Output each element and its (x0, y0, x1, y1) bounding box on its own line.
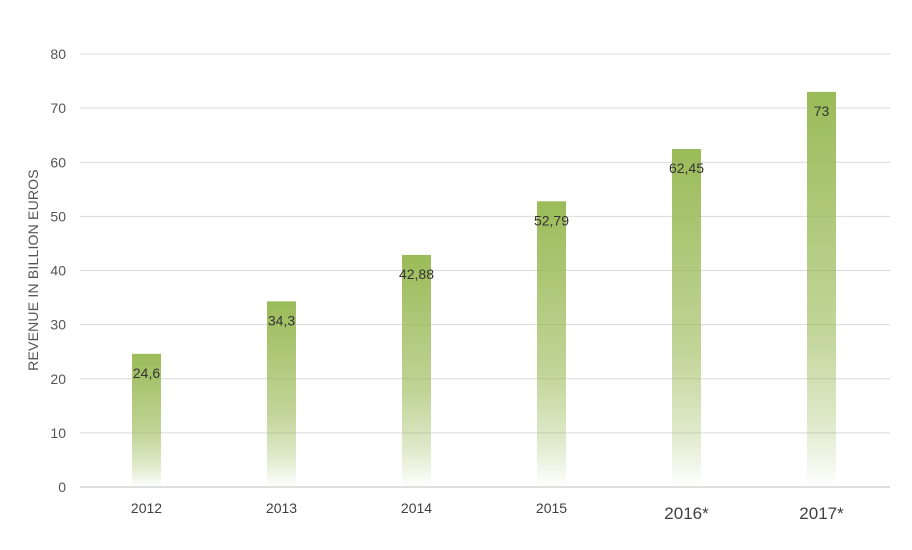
y-tick-label: 80 (50, 46, 66, 62)
x-tick-label: 2016* (664, 504, 709, 523)
x-tick-label: 2017* (799, 504, 844, 523)
bar (267, 301, 296, 487)
gridlines (80, 53, 890, 488)
data-label: 34,3 (268, 312, 295, 328)
bar (132, 353, 161, 487)
bar (672, 148, 701, 487)
y-tick-label: 70 (50, 100, 66, 116)
x-axis-ticks: 2012 2013 2014 2015 2016* 2017* (131, 500, 844, 523)
y-tick-label: 0 (58, 479, 66, 495)
x-tick-label: 2015 (536, 500, 567, 516)
data-label: 73 (814, 103, 830, 119)
data-label: 24,6 (133, 365, 160, 381)
data-label: 42,88 (399, 266, 434, 282)
bars (132, 91, 836, 488)
x-tick-label: 2012 (131, 500, 162, 516)
bar (402, 254, 431, 487)
x-tick-label: 2014 (401, 500, 432, 516)
x-tick-label: 2013 (266, 500, 297, 516)
bar (807, 91, 836, 487)
y-tick-label: 10 (50, 425, 66, 441)
data-label: 52,79 (534, 212, 569, 228)
bar (537, 201, 566, 488)
data-labels: 24,6 34,3 42,88 52,79 62,45 73 (133, 103, 830, 381)
data-label: 62,45 (669, 160, 704, 176)
y-axis-ticks: 0 10 20 30 40 50 60 70 80 (50, 46, 66, 495)
y-tick-label: 30 (50, 317, 66, 333)
y-tick-label: 20 (50, 371, 66, 387)
y-tick-label: 60 (50, 154, 66, 170)
y-tick-label: 40 (50, 263, 66, 279)
y-tick-label: 50 (50, 208, 66, 224)
y-axis-title: REVENUE IN BILLION EUROS (25, 169, 41, 371)
